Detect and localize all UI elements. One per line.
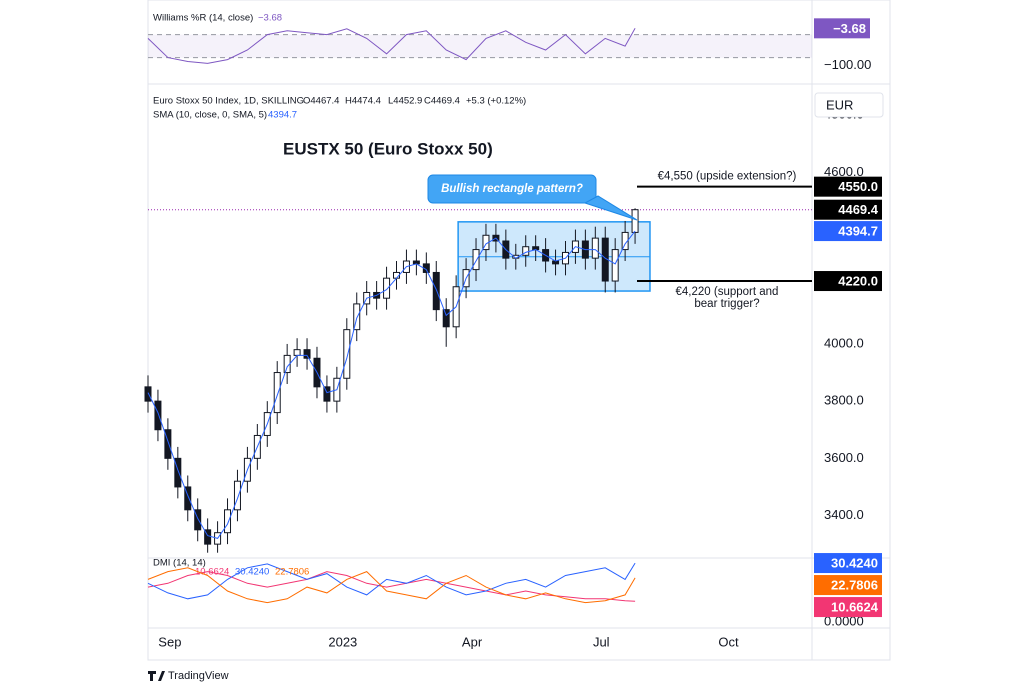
price-label-box: [814, 221, 882, 242]
currency: EUR: [826, 97, 853, 112]
candle-body: [204, 529, 212, 545]
candle-body: [522, 246, 530, 256]
footer-text: TradingView: [168, 670, 229, 682]
chart-title: EUSTX 50 (Euro Stoxx 50): [283, 139, 493, 158]
candle-body: [621, 231, 629, 251]
candle-body: [273, 372, 281, 414]
band-fill: [148, 34, 812, 58]
indicator-value: 22.7806: [275, 567, 309, 578]
indicator-value: 30.4240: [235, 567, 269, 578]
candle-body: [164, 429, 172, 459]
candle-body: [194, 509, 202, 531]
x-tick-label: 2023: [328, 634, 357, 649]
callout-box: [427, 174, 597, 204]
y-tick-label: 4000.0: [824, 335, 864, 350]
y-tick-label: 3400.0: [824, 507, 864, 522]
callout-pointer: [583, 195, 638, 221]
ohlc-text: +5.3 (+0.12%): [466, 96, 526, 107]
x-tick-label: Jul: [593, 634, 610, 649]
price-label-box: [814, 199, 882, 220]
price-label: 4394.7: [838, 224, 878, 239]
logo: [148, 671, 165, 681]
price-label-box: [814, 176, 882, 197]
indicator-line: [147, 562, 636, 600]
value-box: [814, 18, 870, 39]
value-box: [814, 553, 882, 574]
candle-body: [591, 237, 599, 259]
ohlc-text: H4474.4: [345, 96, 381, 107]
indicator-value: −3.68: [258, 13, 282, 24]
candle-body: [293, 349, 301, 356]
y-tick-label: 3600.0: [824, 450, 864, 465]
price-label: 4469.4: [838, 202, 879, 217]
symbol-header: Euro Stoxx 50 Index, 1D, SKILLING: [153, 96, 304, 107]
candle-body: [154, 400, 162, 431]
candle-body: [343, 329, 351, 379]
candle-body: [353, 303, 361, 331]
ohlc-text: O4467.4: [303, 96, 339, 107]
price-label: 4220.0: [838, 273, 878, 288]
callout-text: Bullish rectangle pattern?: [441, 183, 583, 195]
ohlc-text: C4469.4: [424, 96, 460, 107]
candle-body: [323, 386, 331, 402]
annotation-text: bear trigger?: [694, 298, 759, 310]
indicator-line: [147, 571, 636, 602]
candle-body: [472, 249, 480, 271]
y-tick-label: 3800.0: [824, 393, 864, 408]
value-box-label: −3.68: [833, 21, 866, 36]
candle-body: [303, 349, 311, 359]
y-tick-label: −100.00: [824, 57, 871, 72]
x-tick-label: Apr: [462, 634, 483, 649]
annotation-text: €4,220 (support and: [676, 286, 779, 298]
candle-body: [184, 486, 192, 511]
candle-body: [611, 249, 619, 282]
value-box: [814, 575, 882, 596]
candle-body: [432, 271, 440, 311]
frame: [147, 0, 891, 661]
annotation-text: €4,550 (upside extension?): [658, 171, 797, 183]
indicator-line: [147, 28, 636, 64]
value-box-label: 10.6624: [831, 599, 879, 614]
candle-body: [383, 277, 391, 299]
sma-value: 4394.7: [268, 110, 297, 121]
pane-title: DMI (14, 14): [153, 558, 206, 569]
pane-title: Williams %R (14, close): [153, 13, 253, 24]
candle-body: [224, 509, 232, 534]
candle-body: [631, 209, 639, 233]
candle-body: [174, 457, 182, 488]
price-label: 4550.0: [838, 179, 878, 194]
y-tick-label: 4600.0: [824, 164, 864, 179]
candle-body: [144, 386, 152, 402]
indicator-line: [147, 567, 636, 604]
x-tick-label: Oct: [718, 634, 739, 649]
x-tick-label: Sep: [158, 634, 181, 649]
candle-body: [233, 480, 241, 511]
currency-box: [814, 92, 884, 118]
value-box: [814, 597, 882, 618]
value-box-label: 22.7806: [831, 577, 878, 592]
y-tick-label: 0.0000: [824, 613, 864, 628]
price-label-box: [814, 271, 882, 292]
sma-line: [147, 230, 636, 539]
ohlc-text: L4452.9: [388, 96, 422, 107]
value-box-label: 30.4240: [831, 555, 878, 570]
indicator-value: 10.6624: [195, 567, 229, 578]
candle-body: [442, 309, 450, 328]
sma-header: SMA (10, close, 0, SMA, 5): [153, 110, 267, 121]
